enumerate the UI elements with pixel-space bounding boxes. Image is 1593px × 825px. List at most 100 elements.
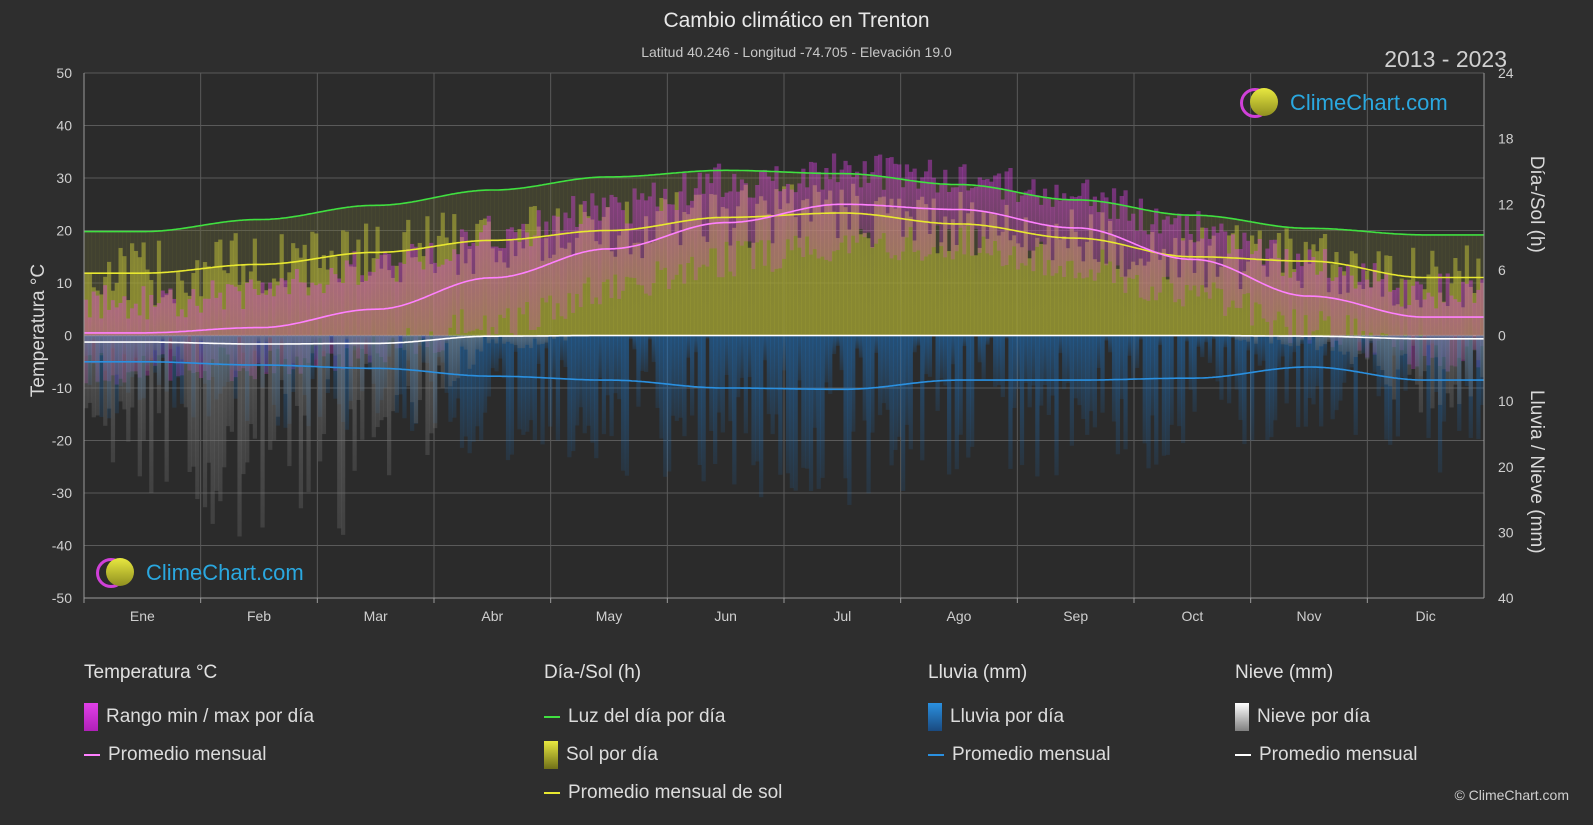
rain-bar [977, 335, 982, 363]
right-top-tick-label: 24 [1498, 65, 1514, 81]
snow-bar [202, 335, 208, 508]
rain-bar [782, 335, 787, 371]
rain-bar [567, 335, 572, 458]
temp-range-bar [1449, 295, 1454, 366]
temp-range-bar [973, 186, 979, 229]
sunshine-bar [1016, 243, 1021, 336]
sunshine-bar [1027, 258, 1032, 336]
temp-range-bar [1253, 250, 1259, 303]
sunshine-bar [805, 198, 810, 336]
rain-bar [831, 335, 837, 355]
temp-range-bar [897, 164, 902, 261]
temp-range-bar [1376, 281, 1381, 341]
sunshine-bar [885, 213, 890, 336]
sunshine-bar [728, 245, 733, 336]
sunshine-bar [789, 184, 794, 336]
sunshine-bar [1127, 269, 1132, 336]
rain-bar [1338, 335, 1343, 401]
rain-bar [1315, 335, 1320, 387]
rain-bar [651, 335, 656, 363]
temp-range-bar [390, 265, 396, 338]
snow-bar [1399, 335, 1404, 356]
rain-bar [747, 335, 752, 378]
rain-bar [1073, 335, 1078, 399]
snow-bar [513, 335, 518, 346]
sunshine-bar [118, 247, 123, 336]
temp-range-bar [521, 223, 526, 315]
sunshine-bar [1119, 244, 1124, 336]
rain-bar [1065, 335, 1071, 383]
snow-bar [1453, 335, 1458, 385]
rain-bar [571, 335, 576, 452]
temp-range-bar [808, 161, 814, 255]
rain-bar [1146, 335, 1151, 469]
right-bottom-tick-label: 10 [1498, 393, 1514, 409]
snow-bar [130, 335, 135, 408]
sunshine-bar [632, 242, 637, 336]
temp-range-bar [1230, 234, 1236, 301]
snow-bar [1380, 335, 1385, 371]
temp-range-bar [252, 288, 258, 380]
snow-bar [210, 335, 215, 524]
sunshine-bar [970, 202, 975, 336]
rain-bar [962, 335, 967, 347]
temp-range-bar [1480, 279, 1485, 347]
temp-range-bar [486, 215, 491, 337]
temp-range-bar [854, 171, 860, 243]
snow-bar [502, 335, 507, 344]
temp-range-bar [920, 177, 925, 261]
temp-range-bar [1403, 279, 1408, 335]
rain-bar [770, 335, 775, 435]
temp-range-bar [912, 168, 917, 252]
temp-range-bar [444, 259, 449, 341]
snow-bar [287, 335, 292, 467]
right-top-axis-title: Día-/Sol (h) [1526, 156, 1547, 253]
rain-bar [1441, 335, 1447, 422]
month-label: Nov [1297, 608, 1322, 624]
sunshine-bar [709, 194, 714, 336]
rain-bar [609, 335, 614, 437]
rain-bar [1177, 335, 1182, 427]
sunshine-bar [801, 200, 806, 336]
snow-bar [1430, 335, 1435, 409]
climechart-logo-icon [96, 558, 134, 588]
temp-range-bar [329, 267, 334, 354]
snow-bar [448, 335, 453, 387]
rain-bar [632, 335, 637, 350]
sunshine-bar [1246, 261, 1251, 336]
sunshine-bar [1058, 239, 1063, 336]
temp-range-bar [237, 291, 242, 372]
month-label: May [596, 608, 622, 624]
temp-range-bar [1311, 256, 1316, 332]
snow-bar [1457, 335, 1462, 405]
snow-bar [425, 335, 430, 455]
temp-range-bar [839, 169, 844, 243]
temp-range-bar [168, 288, 173, 381]
temp-range-bar [1004, 171, 1009, 265]
rain-bar [640, 335, 645, 371]
sunshine-bar [920, 196, 925, 336]
sunshine-bar [1042, 244, 1048, 336]
rain-bar [697, 335, 702, 466]
temp-range-bar [337, 278, 342, 355]
rain-bar [858, 335, 864, 358]
temp-range-bar [1250, 254, 1255, 326]
rain-bar [900, 335, 906, 491]
rain-bar [1123, 335, 1128, 450]
rain-bar [559, 335, 564, 361]
sunshine-bar [989, 212, 994, 336]
snow-bar [1284, 335, 1289, 345]
temp-range-bar [1104, 197, 1109, 266]
rain-bar [686, 335, 691, 358]
temp-range-bar [1242, 232, 1247, 295]
month-label: Ene [130, 608, 155, 624]
snow-bar [383, 335, 388, 418]
temp-range-bar [275, 285, 281, 349]
rain-bar [1096, 335, 1101, 368]
rain-bar [912, 335, 917, 353]
temp-range-bar [985, 178, 990, 254]
month-label: Sep [1063, 608, 1088, 624]
rain-bar [663, 335, 668, 477]
snow-bar [540, 335, 545, 344]
rain-bar [1157, 335, 1163, 346]
